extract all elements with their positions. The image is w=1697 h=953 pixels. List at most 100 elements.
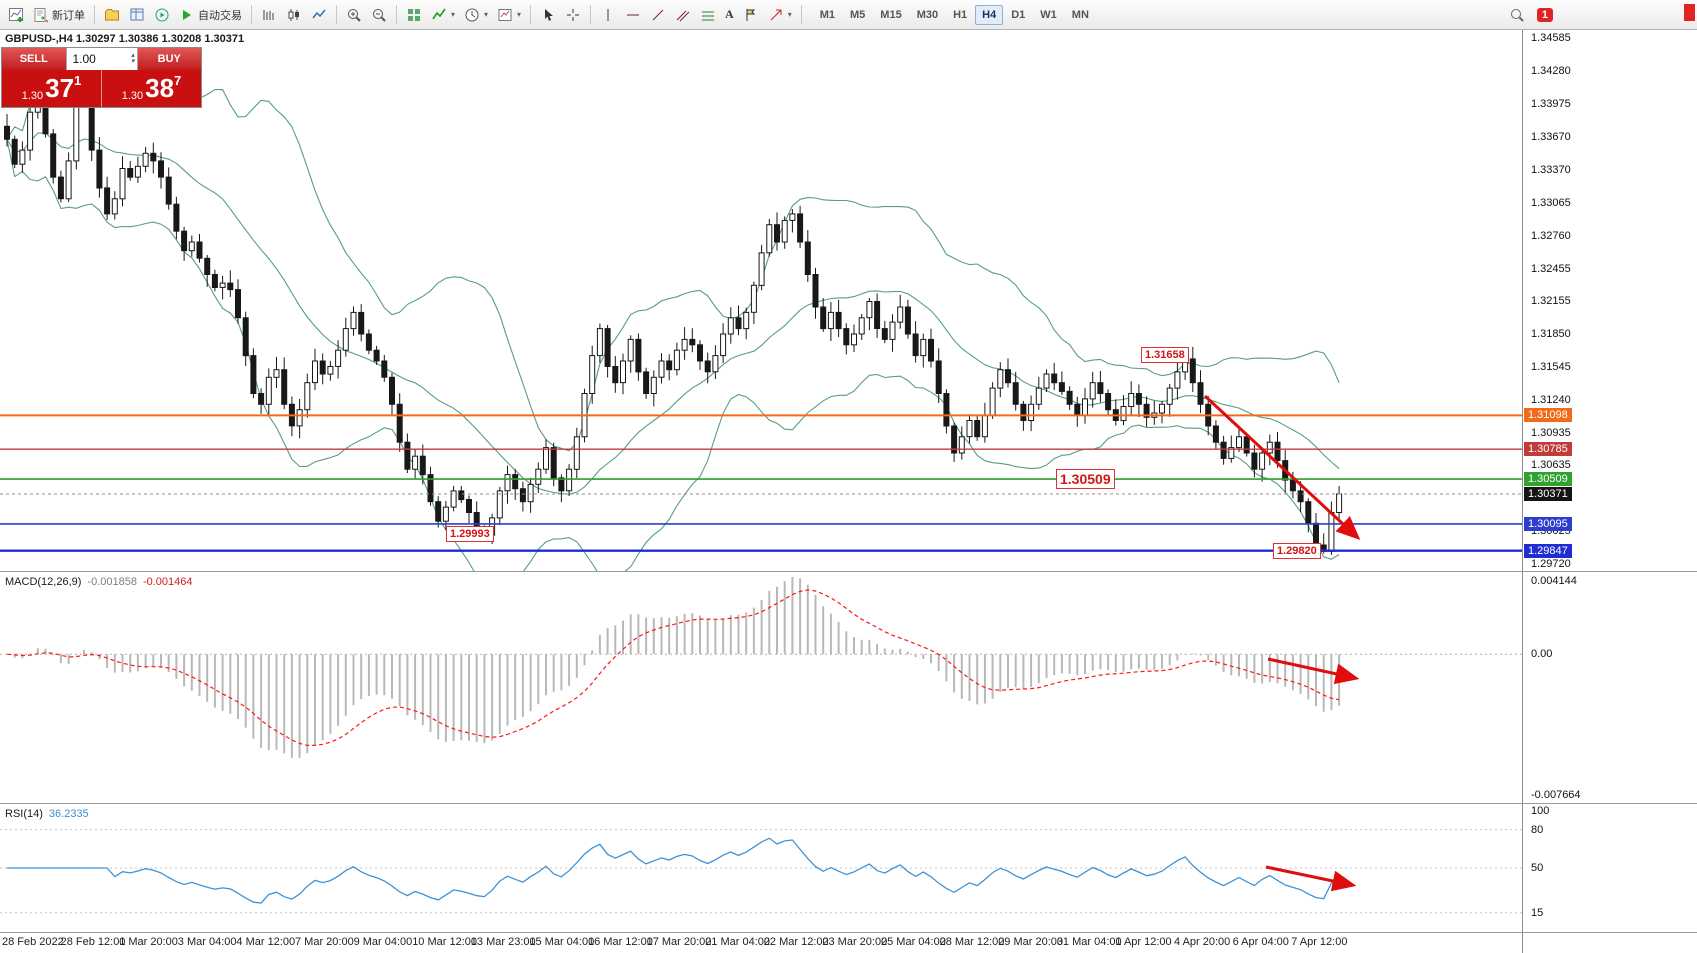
rsi-panel[interactable] bbox=[0, 804, 1522, 932]
vertical-line-tool[interactable] bbox=[596, 3, 620, 27]
timeframe-h1[interactable]: H1 bbox=[946, 5, 974, 25]
time-axis-label: 10 Mar 12:00 bbox=[412, 936, 478, 948]
indicators-dropdown[interactable]: ▾ bbox=[427, 3, 459, 27]
price-level-tag[interactable]: 1.30785 bbox=[1524, 442, 1572, 457]
rsi-value: 36.2335 bbox=[48, 808, 89, 820]
zoom-in-button[interactable] bbox=[342, 3, 366, 27]
new-order-label: 新订单 bbox=[52, 9, 85, 22]
toolbar-separator bbox=[94, 5, 95, 24]
price-level-lines[interactable] bbox=[0, 414, 1522, 552]
strategy-tester-button[interactable] bbox=[150, 3, 174, 27]
bollinger-bands bbox=[6, 71, 1340, 572]
price-level-tag[interactable]: 1.30509 bbox=[1524, 472, 1572, 487]
price-level-tag[interactable]: 1.31098 bbox=[1524, 408, 1572, 423]
macd-panel[interactable] bbox=[0, 572, 1522, 804]
search-button[interactable] bbox=[1505, 3, 1529, 27]
trendline-icon bbox=[652, 9, 664, 20]
notification-badge[interactable]: 1 bbox=[1536, 7, 1553, 22]
bar-chart-icon bbox=[263, 9, 274, 20]
chevron-down-icon: ▾ bbox=[451, 10, 456, 19]
timeframe-w1[interactable]: W1 bbox=[1033, 5, 1064, 25]
new-chart-button[interactable] bbox=[4, 3, 28, 27]
label-flag-icon bbox=[746, 8, 755, 21]
periods-dropdown[interactable]: ▾ bbox=[460, 3, 492, 27]
timeframe-h4[interactable]: H4 bbox=[975, 4, 1004, 25]
time-axis-label: 9 Mar 04:00 bbox=[353, 936, 413, 948]
candlestick-chart[interactable] bbox=[0, 30, 1522, 572]
price-annotation[interactable]: 1.31658 bbox=[1141, 347, 1189, 363]
timeframe-m30[interactable]: M30 bbox=[910, 5, 945, 25]
trendline-tool[interactable] bbox=[646, 3, 670, 27]
timeframe-d1[interactable]: D1 bbox=[1004, 5, 1032, 25]
macd-name: MACD(12,26,9) bbox=[5, 576, 82, 588]
fibonacci-tool[interactable] bbox=[696, 3, 720, 27]
bid-price[interactable]: 1.30 37 1 bbox=[2, 70, 101, 107]
templates-dropdown[interactable]: ▾ bbox=[493, 3, 525, 27]
spinner-down-icon[interactable]: ▾ bbox=[130, 58, 135, 65]
ask-point: 7 bbox=[174, 73, 182, 88]
time-axis-label: 28 Mar 12:00 bbox=[939, 936, 1005, 948]
macd-signal-value: -0.001464 bbox=[142, 576, 193, 588]
profiles-icon bbox=[105, 8, 119, 20]
panel-separator[interactable] bbox=[0, 803, 1697, 804]
volume-spinner[interactable]: ▴ ▾ bbox=[130, 52, 135, 65]
timeframe-m5[interactable]: M5 bbox=[843, 5, 872, 25]
rsi-arrow[interactable] bbox=[1265, 865, 1357, 892]
auto-trading-button[interactable]: 自动交易 bbox=[175, 3, 246, 27]
line-chart-button[interactable] bbox=[307, 3, 331, 27]
zoom-in-icon bbox=[348, 8, 361, 22]
search-icon bbox=[1510, 8, 1524, 22]
price-level-tag[interactable]: 1.30371 bbox=[1524, 486, 1572, 501]
timeframe-mn[interactable]: MN bbox=[1065, 5, 1096, 25]
macd-axis-label: 0.004144 bbox=[1531, 575, 1577, 587]
channel-tool[interactable] bbox=[671, 3, 695, 27]
toolbar: 新订单 自动交易 ▾ ▾ ▾ A ▾ M1 M5 M15 M30 H1 H4 D1 W1 MN bbox=[0, 0, 1697, 30]
price-annotation[interactable]: 1.30509 bbox=[1056, 469, 1115, 489]
sell-button[interactable]: SELL bbox=[2, 48, 66, 70]
ask-price[interactable]: 1.30 38 7 bbox=[102, 70, 201, 107]
price-level-tag[interactable]: 1.30095 bbox=[1524, 516, 1572, 531]
rsi-name: RSI(14) bbox=[5, 808, 43, 820]
zoom-out-icon bbox=[373, 8, 386, 22]
tile-windows-button[interactable] bbox=[402, 3, 426, 27]
trend-arrow[interactable] bbox=[1203, 394, 1361, 541]
spinner-up-icon[interactable]: ▴ bbox=[130, 52, 135, 59]
volume-value[interactable]: 1.00 bbox=[72, 52, 96, 66]
time-axis-label: 23 Mar 20:00 bbox=[822, 936, 888, 948]
clock-icon bbox=[465, 8, 479, 21]
vertical-line-icon bbox=[607, 8, 609, 21]
panel-separator[interactable] bbox=[0, 571, 1697, 572]
price-level-tag[interactable]: 1.29847 bbox=[1524, 543, 1572, 558]
rsi-axis-label: 100 bbox=[1531, 805, 1550, 817]
horizontal-line-tool[interactable] bbox=[621, 3, 645, 27]
macd-main-value: -0.001858 bbox=[87, 576, 137, 588]
price-tick: 1.32760 bbox=[1531, 229, 1571, 242]
price-annotation[interactable]: 1.29820 bbox=[1273, 543, 1321, 559]
profiles-button[interactable] bbox=[100, 3, 124, 27]
timeframe-m1[interactable]: M1 bbox=[813, 5, 842, 25]
timeframe-m15[interactable]: M15 bbox=[873, 5, 908, 25]
rsi-axis-label: 80 bbox=[1531, 823, 1544, 836]
price-tick: 1.34280 bbox=[1531, 65, 1571, 78]
new-order-button[interactable]: 新订单 bbox=[29, 3, 89, 27]
rsi-axis-label: 50 bbox=[1531, 862, 1544, 874]
zoom-out-button[interactable] bbox=[367, 3, 391, 27]
text-tool[interactable]: A bbox=[721, 3, 738, 27]
macd-arrow[interactable] bbox=[1267, 657, 1360, 685]
cursor-button[interactable] bbox=[536, 3, 560, 27]
macd-axis-label: -0.007664 bbox=[1531, 789, 1581, 801]
data-window-button[interactable] bbox=[125, 3, 149, 27]
buy-button[interactable]: BUY bbox=[137, 48, 201, 70]
price-tick: 1.34585 bbox=[1531, 32, 1571, 45]
alert-indicator[interactable] bbox=[1684, 4, 1695, 21]
arrows-dropdown[interactable]: ▾ bbox=[764, 3, 796, 27]
crosshair-button[interactable] bbox=[561, 3, 585, 27]
auto-trading-label: 自动交易 bbox=[198, 9, 242, 22]
bar-chart-button[interactable] bbox=[257, 3, 281, 27]
time-axis-label: 4 Apr 20:00 bbox=[1174, 936, 1231, 948]
label-tool[interactable] bbox=[739, 3, 763, 27]
price-annotation[interactable]: 1.29993 bbox=[446, 526, 494, 542]
candlestick-button[interactable] bbox=[282, 3, 306, 27]
bid-point: 1 bbox=[74, 73, 82, 88]
volume-field[interactable]: 1.00 ▴ ▾ bbox=[65, 48, 138, 70]
